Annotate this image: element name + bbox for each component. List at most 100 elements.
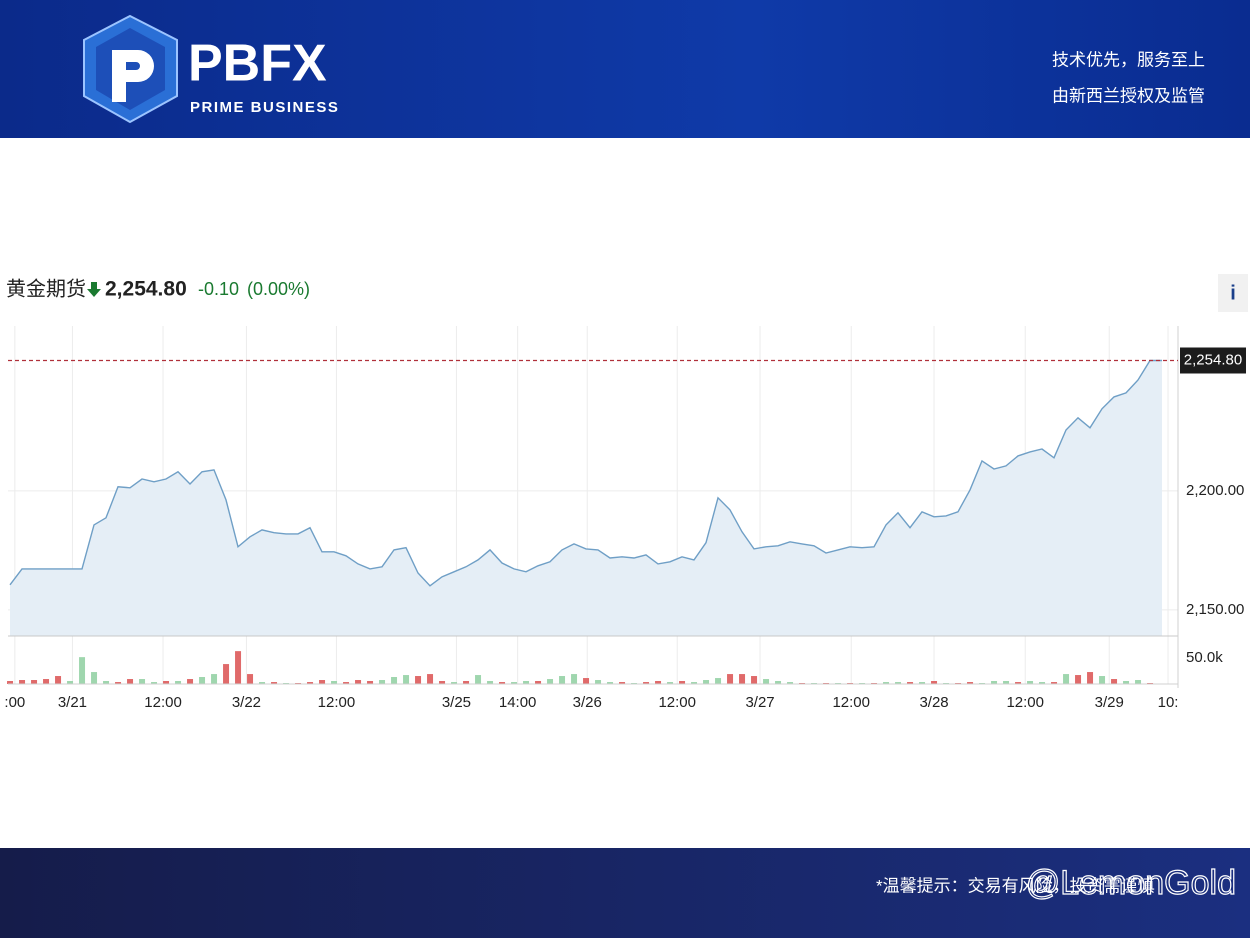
volume-bar bbox=[91, 672, 98, 684]
logo-subtitle: PRIME BUSINESS bbox=[190, 99, 339, 116]
volume-bar bbox=[1015, 682, 1022, 684]
volume-bar bbox=[391, 677, 398, 684]
volume-bar bbox=[895, 682, 902, 684]
volume-bar bbox=[1135, 680, 1142, 684]
volume-bar bbox=[991, 680, 998, 684]
x-tick-label: 3/25 bbox=[442, 694, 471, 711]
volume-bar bbox=[331, 680, 338, 684]
volume-bar bbox=[1075, 675, 1082, 684]
x-tick-label: 10: bbox=[1158, 694, 1179, 711]
logo-text: PBFX bbox=[188, 35, 327, 93]
volume-bar bbox=[319, 680, 326, 684]
x-tick-label: 12:00 bbox=[144, 694, 182, 711]
volume-bar bbox=[343, 682, 350, 684]
volume-bar bbox=[55, 676, 62, 684]
volume-bar bbox=[655, 680, 662, 684]
header-bg bbox=[0, 0, 1250, 138]
volume-bar bbox=[775, 680, 782, 684]
price-area bbox=[10, 360, 1162, 636]
volume-bar bbox=[271, 682, 278, 684]
volume-bar bbox=[427, 674, 434, 684]
x-tick-label: 3/22 bbox=[232, 694, 261, 711]
volume-bar bbox=[1099, 676, 1106, 684]
x-tick-label: 14:00 bbox=[499, 694, 537, 711]
volume-bar bbox=[511, 682, 518, 684]
volume-bar bbox=[727, 674, 734, 684]
volume-bar bbox=[19, 680, 26, 684]
info-button[interactable] bbox=[1218, 274, 1248, 312]
volume-bar bbox=[175, 680, 182, 684]
slogan: 技术优先，服务至上 bbox=[1052, 50, 1205, 69]
volume-bar bbox=[883, 682, 890, 684]
volume-bar bbox=[1087, 672, 1094, 684]
license: 由新西兰授权及监管 bbox=[1052, 86, 1205, 105]
volume-bar bbox=[67, 680, 74, 684]
volume-bar bbox=[163, 680, 170, 684]
x-tick-label: 3/26 bbox=[573, 694, 602, 711]
price-line bbox=[9, 359, 1162, 587]
volume-bar bbox=[415, 676, 422, 684]
volume-bar bbox=[691, 682, 698, 684]
volume-bar bbox=[211, 674, 218, 684]
y-tick-label: 2,150.00 bbox=[1186, 601, 1244, 618]
volume-bar bbox=[751, 676, 758, 684]
volume-bar bbox=[403, 675, 410, 684]
volume-bar bbox=[643, 682, 650, 684]
volume-bar bbox=[583, 678, 590, 684]
volume-bar bbox=[379, 680, 386, 684]
volume-bar bbox=[43, 679, 50, 684]
volume-bar bbox=[487, 680, 494, 684]
volume-tick-label: 50.0k bbox=[1186, 649, 1223, 666]
volume-bar bbox=[1003, 680, 1010, 684]
x-tick-label: 12:00 bbox=[1006, 694, 1044, 711]
volume-bar bbox=[1111, 679, 1118, 684]
volume-bar bbox=[535, 680, 542, 684]
volume-bar bbox=[703, 680, 710, 684]
x-tick-label: 12:00 bbox=[832, 694, 870, 711]
volume-bar bbox=[523, 680, 530, 684]
logo-p bbox=[112, 50, 154, 102]
x-tick-label: 12:00 bbox=[658, 694, 696, 711]
volume-bar bbox=[115, 682, 122, 684]
volume-bar bbox=[679, 680, 686, 684]
volume-bar bbox=[1051, 682, 1058, 684]
volume-bar bbox=[571, 674, 578, 684]
x-tick-label: 3/27 bbox=[745, 694, 774, 711]
footer: *温馨提示：交易有风险，投资需谨慎 @LemonGold bbox=[0, 848, 1250, 938]
volume-bar bbox=[235, 651, 242, 684]
volume-bar bbox=[199, 677, 206, 684]
volume-bar bbox=[547, 679, 554, 684]
price: 2,254.80 bbox=[105, 278, 187, 301]
quote-row: 黄金期货 2,254.80 -0.10 (0.00%) i bbox=[6, 274, 1248, 312]
volume-bar bbox=[247, 674, 254, 684]
info-icon[interactable]: i bbox=[1230, 282, 1236, 304]
header: PBFX PRIME BUSINESS 技术优先，服务至上 由新西兰授权及监管 bbox=[0, 0, 1250, 138]
volume-bar bbox=[919, 682, 926, 684]
volume-bar bbox=[595, 680, 602, 684]
footer-bg bbox=[0, 848, 1250, 938]
volume-bar bbox=[619, 682, 626, 684]
last-price-label: 2,254.80 bbox=[1184, 351, 1242, 368]
volume-bar bbox=[607, 682, 614, 684]
volume-bar bbox=[451, 682, 458, 684]
x-tick-label: 3/21 bbox=[58, 694, 87, 711]
volume-bar bbox=[259, 682, 266, 684]
y-tick-label: 2,200.00 bbox=[1186, 482, 1244, 499]
volume-bar bbox=[1063, 674, 1070, 684]
volume-bar bbox=[763, 679, 770, 684]
volume-bar bbox=[907, 682, 914, 684]
volume-bar bbox=[139, 679, 146, 684]
change-percent: (0.00%) bbox=[247, 279, 310, 299]
volume-bar bbox=[79, 657, 86, 684]
down-arrow bbox=[87, 282, 101, 297]
volume-bar bbox=[307, 682, 314, 684]
volume-bar bbox=[103, 680, 110, 684]
volume-bar bbox=[31, 680, 38, 684]
volume-bar bbox=[715, 678, 722, 684]
last-price-box bbox=[1180, 347, 1246, 374]
volume-bar bbox=[151, 682, 158, 684]
volume-bar bbox=[739, 674, 746, 684]
volume-bar bbox=[1039, 682, 1046, 684]
x-tick-label: 3/28 bbox=[919, 694, 948, 711]
